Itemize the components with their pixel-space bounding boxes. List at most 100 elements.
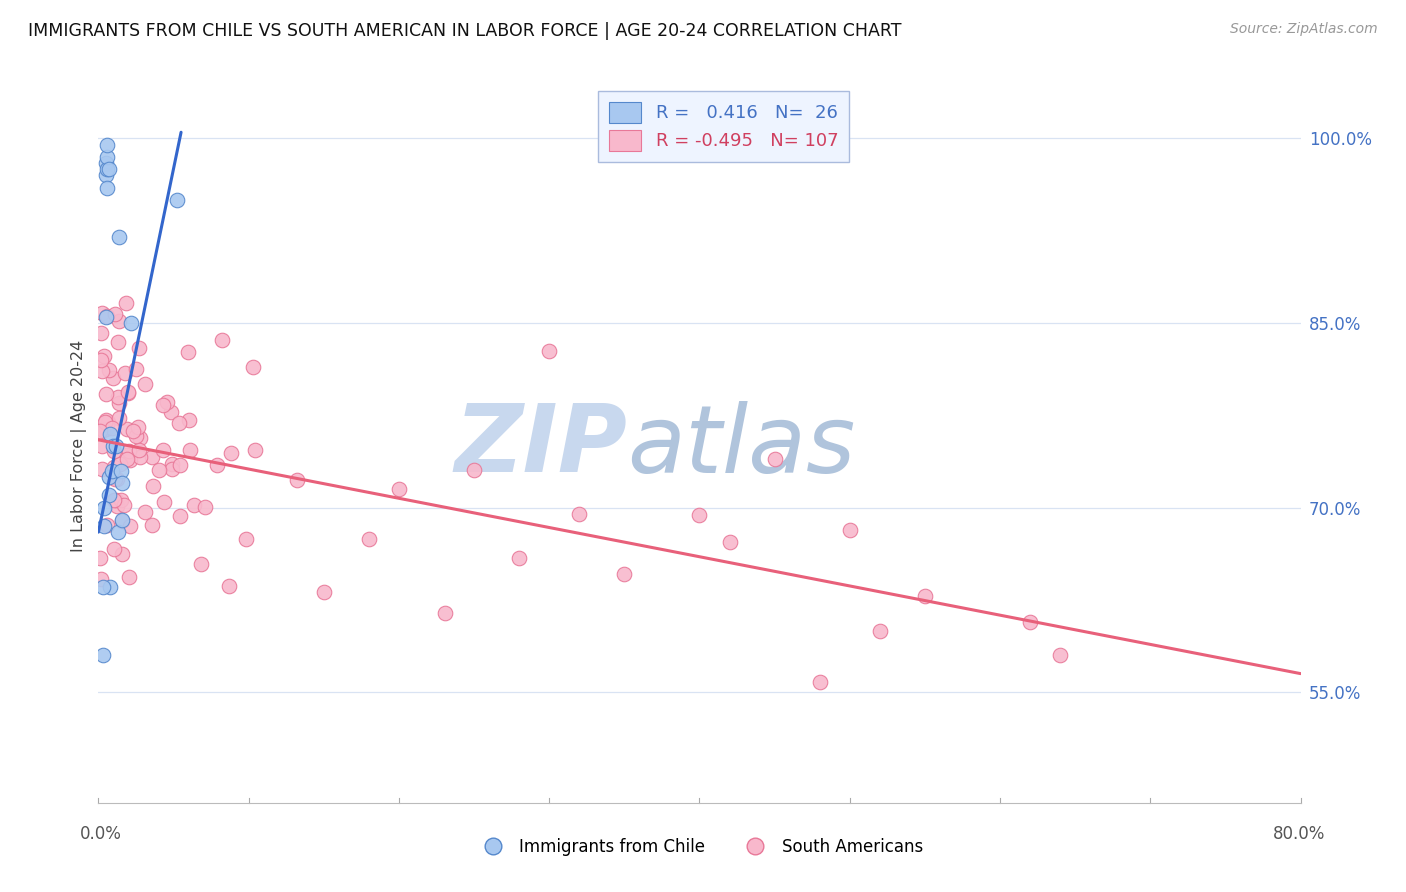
Point — [118, 444, 141, 458]
Point — [117, 422, 139, 436]
Point — [93, 500, 115, 515]
Point — [463, 463, 485, 477]
Point — [176, 345, 198, 359]
Point — [219, 446, 242, 460]
Point — [114, 296, 136, 310]
Point — [96, 422, 118, 436]
Point — [97, 469, 120, 483]
Point — [285, 473, 308, 487]
Point — [101, 371, 124, 385]
Point — [104, 308, 127, 322]
Point — [763, 452, 786, 467]
Point — [103, 493, 125, 508]
Point — [156, 394, 179, 409]
Point — [129, 450, 152, 464]
Point — [96, 137, 118, 152]
Point — [108, 457, 131, 471]
Text: IMMIGRANTS FROM CHILE VS SOUTH AMERICAN IN LABOR FORCE | AGE 20-24 CORRELATION C: IMMIGRANTS FROM CHILE VS SOUTH AMERICAN … — [28, 22, 901, 40]
Point — [94, 156, 117, 170]
Point — [128, 341, 150, 355]
Point — [388, 482, 411, 496]
Point — [91, 305, 114, 319]
Point — [97, 488, 120, 502]
Point — [167, 416, 190, 430]
Point — [91, 423, 114, 437]
Point — [1049, 648, 1071, 662]
Point — [152, 398, 174, 412]
Point — [243, 442, 266, 457]
Point — [90, 326, 112, 340]
Point — [159, 405, 181, 419]
Point — [90, 364, 112, 378]
Point — [94, 310, 117, 324]
Point — [127, 420, 149, 434]
Point — [118, 570, 141, 584]
Point — [105, 500, 128, 514]
Point — [96, 162, 118, 177]
Point — [125, 429, 148, 443]
Point — [115, 451, 138, 466]
Point — [93, 415, 115, 429]
Point — [312, 585, 335, 599]
Point — [96, 180, 118, 194]
Point — [89, 551, 111, 566]
Point — [166, 193, 188, 207]
Point — [89, 424, 111, 438]
Point — [160, 457, 183, 471]
Point — [508, 550, 530, 565]
Point — [111, 547, 134, 561]
Point — [235, 532, 257, 546]
Point — [103, 542, 125, 557]
Point — [205, 458, 228, 472]
Text: atlas: atlas — [627, 401, 856, 491]
Point — [152, 443, 174, 458]
Point — [869, 624, 891, 638]
Point — [94, 386, 117, 401]
Point — [111, 513, 134, 527]
Point — [124, 361, 146, 376]
Point — [110, 493, 132, 508]
Y-axis label: In Labor Force | Age 20-24: In Labor Force | Age 20-24 — [72, 340, 87, 552]
Point — [97, 363, 120, 377]
Point — [100, 426, 122, 441]
Point — [194, 500, 217, 514]
Point — [108, 313, 131, 327]
Point — [105, 472, 128, 486]
Point — [688, 508, 710, 523]
Point — [97, 415, 120, 429]
Point — [107, 411, 129, 425]
Legend: Immigrants from Chile, South Americans: Immigrants from Chile, South Americans — [470, 831, 929, 863]
Text: Source: ZipAtlas.com: Source: ZipAtlas.com — [1230, 22, 1378, 37]
Point — [134, 377, 156, 392]
Point — [179, 443, 201, 458]
Point — [111, 514, 134, 528]
Point — [160, 462, 183, 476]
Point — [93, 350, 115, 364]
Point — [568, 507, 591, 521]
Point — [96, 150, 118, 164]
Point — [112, 498, 135, 512]
Point — [121, 316, 143, 330]
Point — [100, 420, 122, 434]
Point — [357, 532, 380, 546]
Point — [108, 396, 131, 410]
Point — [114, 366, 136, 380]
Point — [142, 479, 165, 493]
Point — [434, 606, 457, 620]
Point — [128, 431, 150, 445]
Point — [613, 566, 636, 581]
Point — [96, 310, 118, 324]
Point — [101, 464, 124, 478]
Point — [91, 648, 114, 662]
Point — [104, 492, 127, 507]
Point — [169, 509, 191, 524]
Point — [538, 343, 561, 358]
Point — [93, 519, 115, 533]
Point — [914, 589, 936, 603]
Point — [107, 525, 129, 540]
Point — [183, 498, 205, 512]
Point — [100, 581, 122, 595]
Point — [190, 557, 212, 571]
Point — [153, 495, 176, 509]
Point — [111, 475, 134, 490]
